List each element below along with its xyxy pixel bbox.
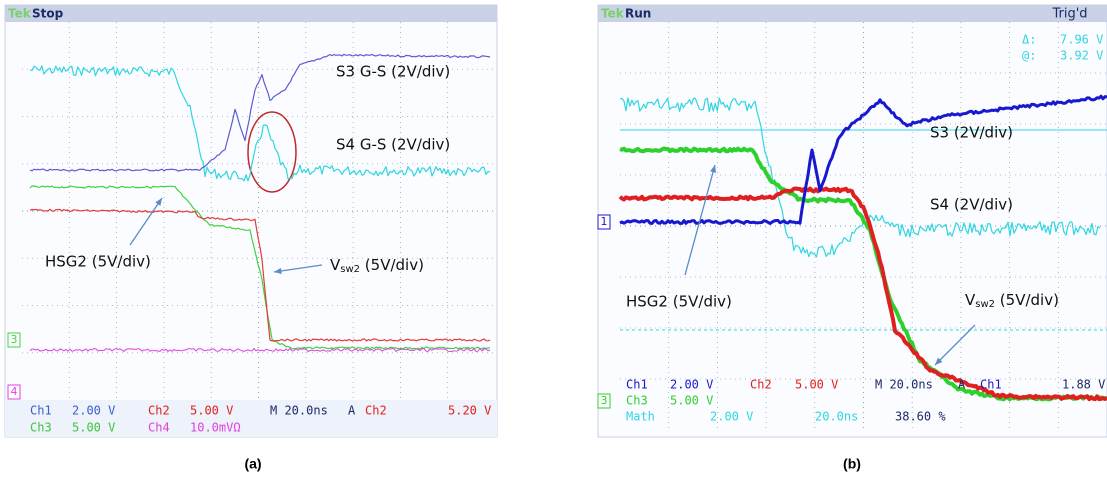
readout-text: 5.00 V <box>190 404 233 418</box>
trace-label: HSG2 (5V/div) <box>45 253 151 271</box>
readout-text: 2.00 V <box>72 404 115 418</box>
readout-text: 1.88 V <box>1062 378 1105 392</box>
top-bar-b <box>598 5 1107 22</box>
readout-text: 5.00 V <box>670 394 713 408</box>
readout-text: M 20.0ns <box>270 404 328 418</box>
label-part: (5V/div) <box>995 291 1059 309</box>
channel-marker-label: 1 <box>601 215 608 228</box>
trace-label: HSG2 (5V/div) <box>626 293 732 311</box>
logo: Tek <box>8 7 32 21</box>
readout-text: M 20.0ns <box>875 378 933 392</box>
readout-text: Ch2 <box>148 404 170 418</box>
readout-text: 2.00 V <box>710 410 753 424</box>
status: Run <box>625 7 651 21</box>
channel-marker-label: 3 <box>11 333 18 346</box>
readout-text: A <box>348 404 356 418</box>
readout-text: 5.20 V <box>448 404 491 418</box>
trace-label: S4 G-S (2V/div) <box>336 136 450 154</box>
readout-text: Ch1 <box>980 378 1002 392</box>
readout-text: Ch3 <box>626 394 648 408</box>
logo: Tek <box>601 7 625 21</box>
trace-label: S3 G-S (2V/div) <box>336 63 450 81</box>
readout-text: Ch3 <box>30 421 52 435</box>
readout-text: 38.60 % <box>895 410 946 424</box>
readout-text: 10.0mVΩ <box>190 421 241 435</box>
readout-text: Ch4 <box>148 421 170 435</box>
cursor-readout: 7.96 V <box>1060 33 1103 47</box>
readout-text: 5.00 V <box>795 378 838 392</box>
cursor-readout: @: <box>1022 49 1036 63</box>
readout-text: 2.00 V <box>670 378 713 392</box>
channel-marker-label: 4 <box>11 385 18 398</box>
readout-text: A <box>958 378 966 392</box>
readout-text: Math <box>626 410 655 424</box>
label-part: (5V/div) <box>360 256 424 274</box>
readout-text: Ch2 <box>750 378 772 392</box>
caption: (b) <box>843 456 861 472</box>
caption: (a) <box>244 456 261 472</box>
cursor-readout: 3.92 V <box>1060 49 1103 63</box>
readout-text: Ch2 <box>365 404 387 418</box>
scope-b <box>598 5 1107 437</box>
trace-label: S3 (2V/div) <box>930 124 1013 142</box>
top-bar-a <box>5 5 497 22</box>
label-part: sw2 <box>975 299 995 310</box>
trace-label: S4 (2V/div) <box>930 196 1013 214</box>
status: Stop <box>32 7 64 21</box>
readout-text: Ch1 <box>626 378 648 392</box>
cursor-readout: Δ: <box>1022 33 1036 47</box>
label-part: sw2 <box>340 264 360 275</box>
readout-text: 20.0ns <box>815 410 858 424</box>
channel-marker-label: 3 <box>601 394 608 407</box>
readout-text: Ch1 <box>30 404 52 418</box>
readout-text: 5.00 V <box>72 421 115 435</box>
trigger-state: Trig'd <box>1051 7 1087 22</box>
figure: (a)(b)TekStopTekRunTrig'dΔ:7.96 V@:3.92 … <box>0 0 1107 474</box>
